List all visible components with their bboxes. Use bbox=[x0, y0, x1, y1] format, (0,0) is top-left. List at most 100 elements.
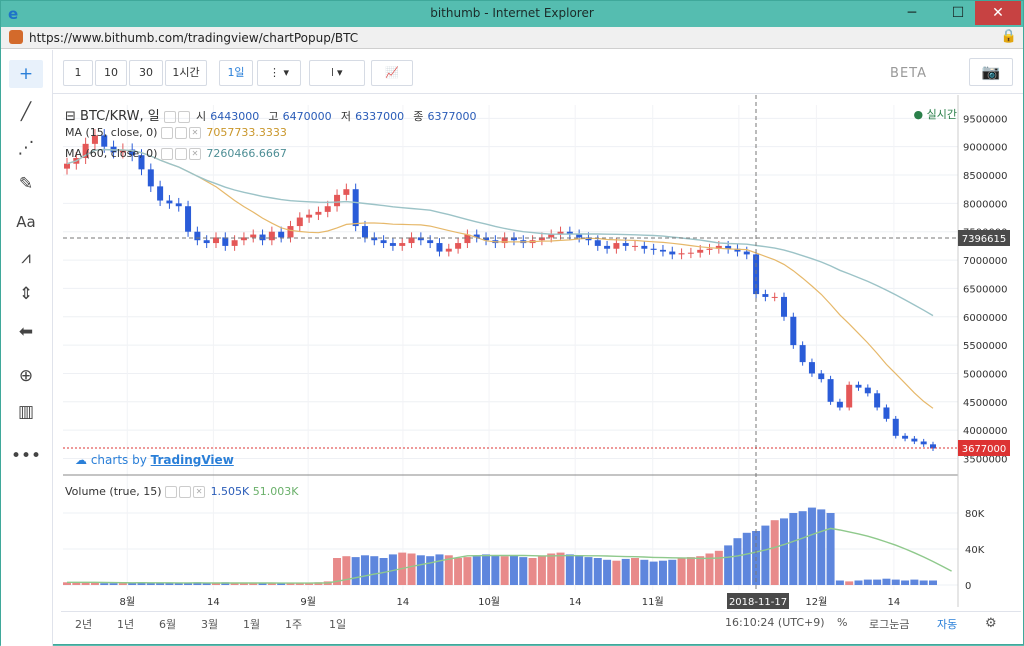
candle-body bbox=[836, 401, 843, 408]
candle-body bbox=[725, 245, 732, 249]
high-value: 6470000 bbox=[282, 110, 332, 123]
candle-body bbox=[250, 234, 257, 238]
volume-bar bbox=[426, 556, 435, 585]
candle-body bbox=[827, 379, 834, 402]
volume-bar bbox=[500, 556, 509, 585]
candle-body bbox=[790, 316, 797, 346]
indicators-button[interactable]: 📈 bbox=[371, 60, 413, 86]
volume-bar bbox=[146, 583, 155, 585]
volume-bar bbox=[370, 556, 379, 585]
volume-bar bbox=[407, 553, 416, 585]
crosshair-icon[interactable]: + bbox=[9, 60, 43, 88]
candle-body bbox=[417, 237, 424, 241]
volume-bar bbox=[901, 580, 910, 585]
candle-body bbox=[613, 243, 620, 249]
close-button[interactable]: ✕ bbox=[975, 1, 1021, 25]
candle-body bbox=[734, 248, 741, 252]
volume-bar bbox=[733, 538, 742, 585]
volume-bar bbox=[277, 583, 286, 585]
volume-bar bbox=[575, 555, 584, 585]
tradingview-branding[interactable]: ☁ charts by TradingView bbox=[75, 453, 234, 467]
more-icon[interactable]: ••• bbox=[10, 446, 42, 466]
interval-30[interactable]: 30 bbox=[129, 60, 163, 86]
candle-body bbox=[902, 435, 909, 439]
volume-bar bbox=[528, 558, 537, 585]
url-text[interactable]: https://www.bithumb.com/tradingview/char… bbox=[29, 31, 359, 45]
candle-body bbox=[669, 251, 676, 255]
eye-icon[interactable] bbox=[163, 110, 176, 123]
address-bar[interactable]: https://www.bithumb.com/tradingview/char… bbox=[1, 27, 1023, 49]
range-1y[interactable]: 1년 bbox=[117, 618, 135, 631]
candle-body bbox=[753, 254, 760, 295]
volume-bar bbox=[603, 559, 612, 585]
volume-bar bbox=[891, 579, 900, 585]
price-tick: 4000000 bbox=[963, 426, 1008, 437]
range-2y[interactable]: 2년 bbox=[75, 618, 93, 631]
collapse-icon[interactable]: ⊟ bbox=[65, 109, 76, 124]
chart-style-button[interactable]: 𝍩 ▾ bbox=[309, 60, 365, 86]
more-intervals-button[interactable]: ⋮ ▾ bbox=[257, 60, 301, 86]
volume-legend[interactable]: Volume (true, 15) ✕ 1.505K 51.003K bbox=[65, 485, 299, 498]
percent-toggle[interactable]: % bbox=[837, 616, 848, 629]
interval-1h[interactable]: 1시간 bbox=[165, 60, 207, 86]
candle-body bbox=[371, 237, 378, 241]
interval-1[interactable]: 1 bbox=[63, 60, 93, 86]
pattern-icon[interactable]: ⩘ bbox=[21, 248, 31, 268]
text-tool-icon[interactable]: Aa bbox=[16, 213, 36, 231]
interval-10[interactable]: 10 bbox=[95, 60, 127, 86]
range-6m[interactable]: 6월 bbox=[159, 618, 177, 631]
ma15-value: 7057733.3333 bbox=[206, 126, 287, 139]
symbol-label: BTC/KRW, 일 bbox=[80, 109, 160, 124]
candle-body bbox=[445, 248, 452, 252]
fib-icon[interactable]: ⋰ bbox=[17, 138, 35, 158]
volume-bar bbox=[845, 581, 854, 585]
candle-body bbox=[427, 240, 434, 244]
settings-icon[interactable] bbox=[177, 110, 190, 123]
camera-icon[interactable]: 📷 bbox=[969, 58, 1013, 86]
ruler-icon[interactable]: ▥ bbox=[17, 402, 35, 422]
measure-icon[interactable]: ⇕ bbox=[18, 284, 34, 304]
candles bbox=[64, 129, 936, 451]
ma15-legend[interactable]: MA (15, close, 0) ✕ 7057733.3333 bbox=[65, 126, 287, 139]
price-tick: 5500000 bbox=[963, 341, 1008, 352]
gear-icon[interactable]: ⚙ bbox=[985, 616, 997, 631]
brush-icon[interactable]: ✎ bbox=[18, 174, 34, 194]
ma60-legend[interactable]: MA (60, close, 0) ✕ 7260466.6667 bbox=[65, 147, 287, 160]
candle-body bbox=[678, 253, 685, 255]
volume-axis: 80K 40K 0 bbox=[965, 509, 985, 592]
auto-toggle[interactable]: 자동 bbox=[937, 618, 958, 631]
candle-body bbox=[920, 441, 927, 445]
volume-bar bbox=[81, 582, 90, 585]
zoom-icon[interactable]: ⊕ bbox=[18, 366, 34, 386]
candle-body bbox=[641, 245, 648, 249]
volume-bar bbox=[360, 555, 369, 585]
interval-1d[interactable]: 1일 bbox=[219, 60, 253, 86]
back-arrow-icon[interactable]: ⬅ bbox=[18, 322, 34, 342]
maximize-button[interactable]: ☐ bbox=[951, 5, 965, 21]
volume-bar bbox=[165, 583, 174, 585]
trendline-icon[interactable]: ╱ bbox=[20, 102, 32, 122]
range-3m[interactable]: 3월 bbox=[201, 618, 219, 631]
minimize-button[interactable]: ─ bbox=[907, 5, 917, 21]
price-chart[interactable]: 9500000900000085000008000000750000070000… bbox=[53, 95, 1023, 635]
candle-body bbox=[212, 237, 219, 244]
volume-bar bbox=[72, 582, 81, 585]
volume-bar bbox=[509, 555, 518, 585]
candle-body bbox=[473, 234, 480, 238]
candle-body bbox=[874, 393, 881, 408]
volume-bar bbox=[621, 558, 630, 585]
range-1d[interactable]: 1일 bbox=[329, 618, 347, 631]
range-1m[interactable]: 1월 bbox=[243, 618, 261, 631]
volume-bar bbox=[351, 557, 360, 585]
candle-body bbox=[119, 149, 126, 153]
log-toggle[interactable]: 로그눈금 bbox=[869, 618, 910, 631]
volume-bar bbox=[919, 580, 928, 585]
candle-body bbox=[930, 444, 936, 449]
range-1w[interactable]: 1주 bbox=[285, 618, 303, 631]
candle-body bbox=[632, 245, 639, 247]
volume-bar bbox=[128, 583, 137, 585]
volume-bar bbox=[547, 553, 556, 585]
volume-bar bbox=[491, 555, 500, 585]
volume-bar bbox=[286, 583, 295, 585]
candle-body bbox=[147, 169, 154, 187]
